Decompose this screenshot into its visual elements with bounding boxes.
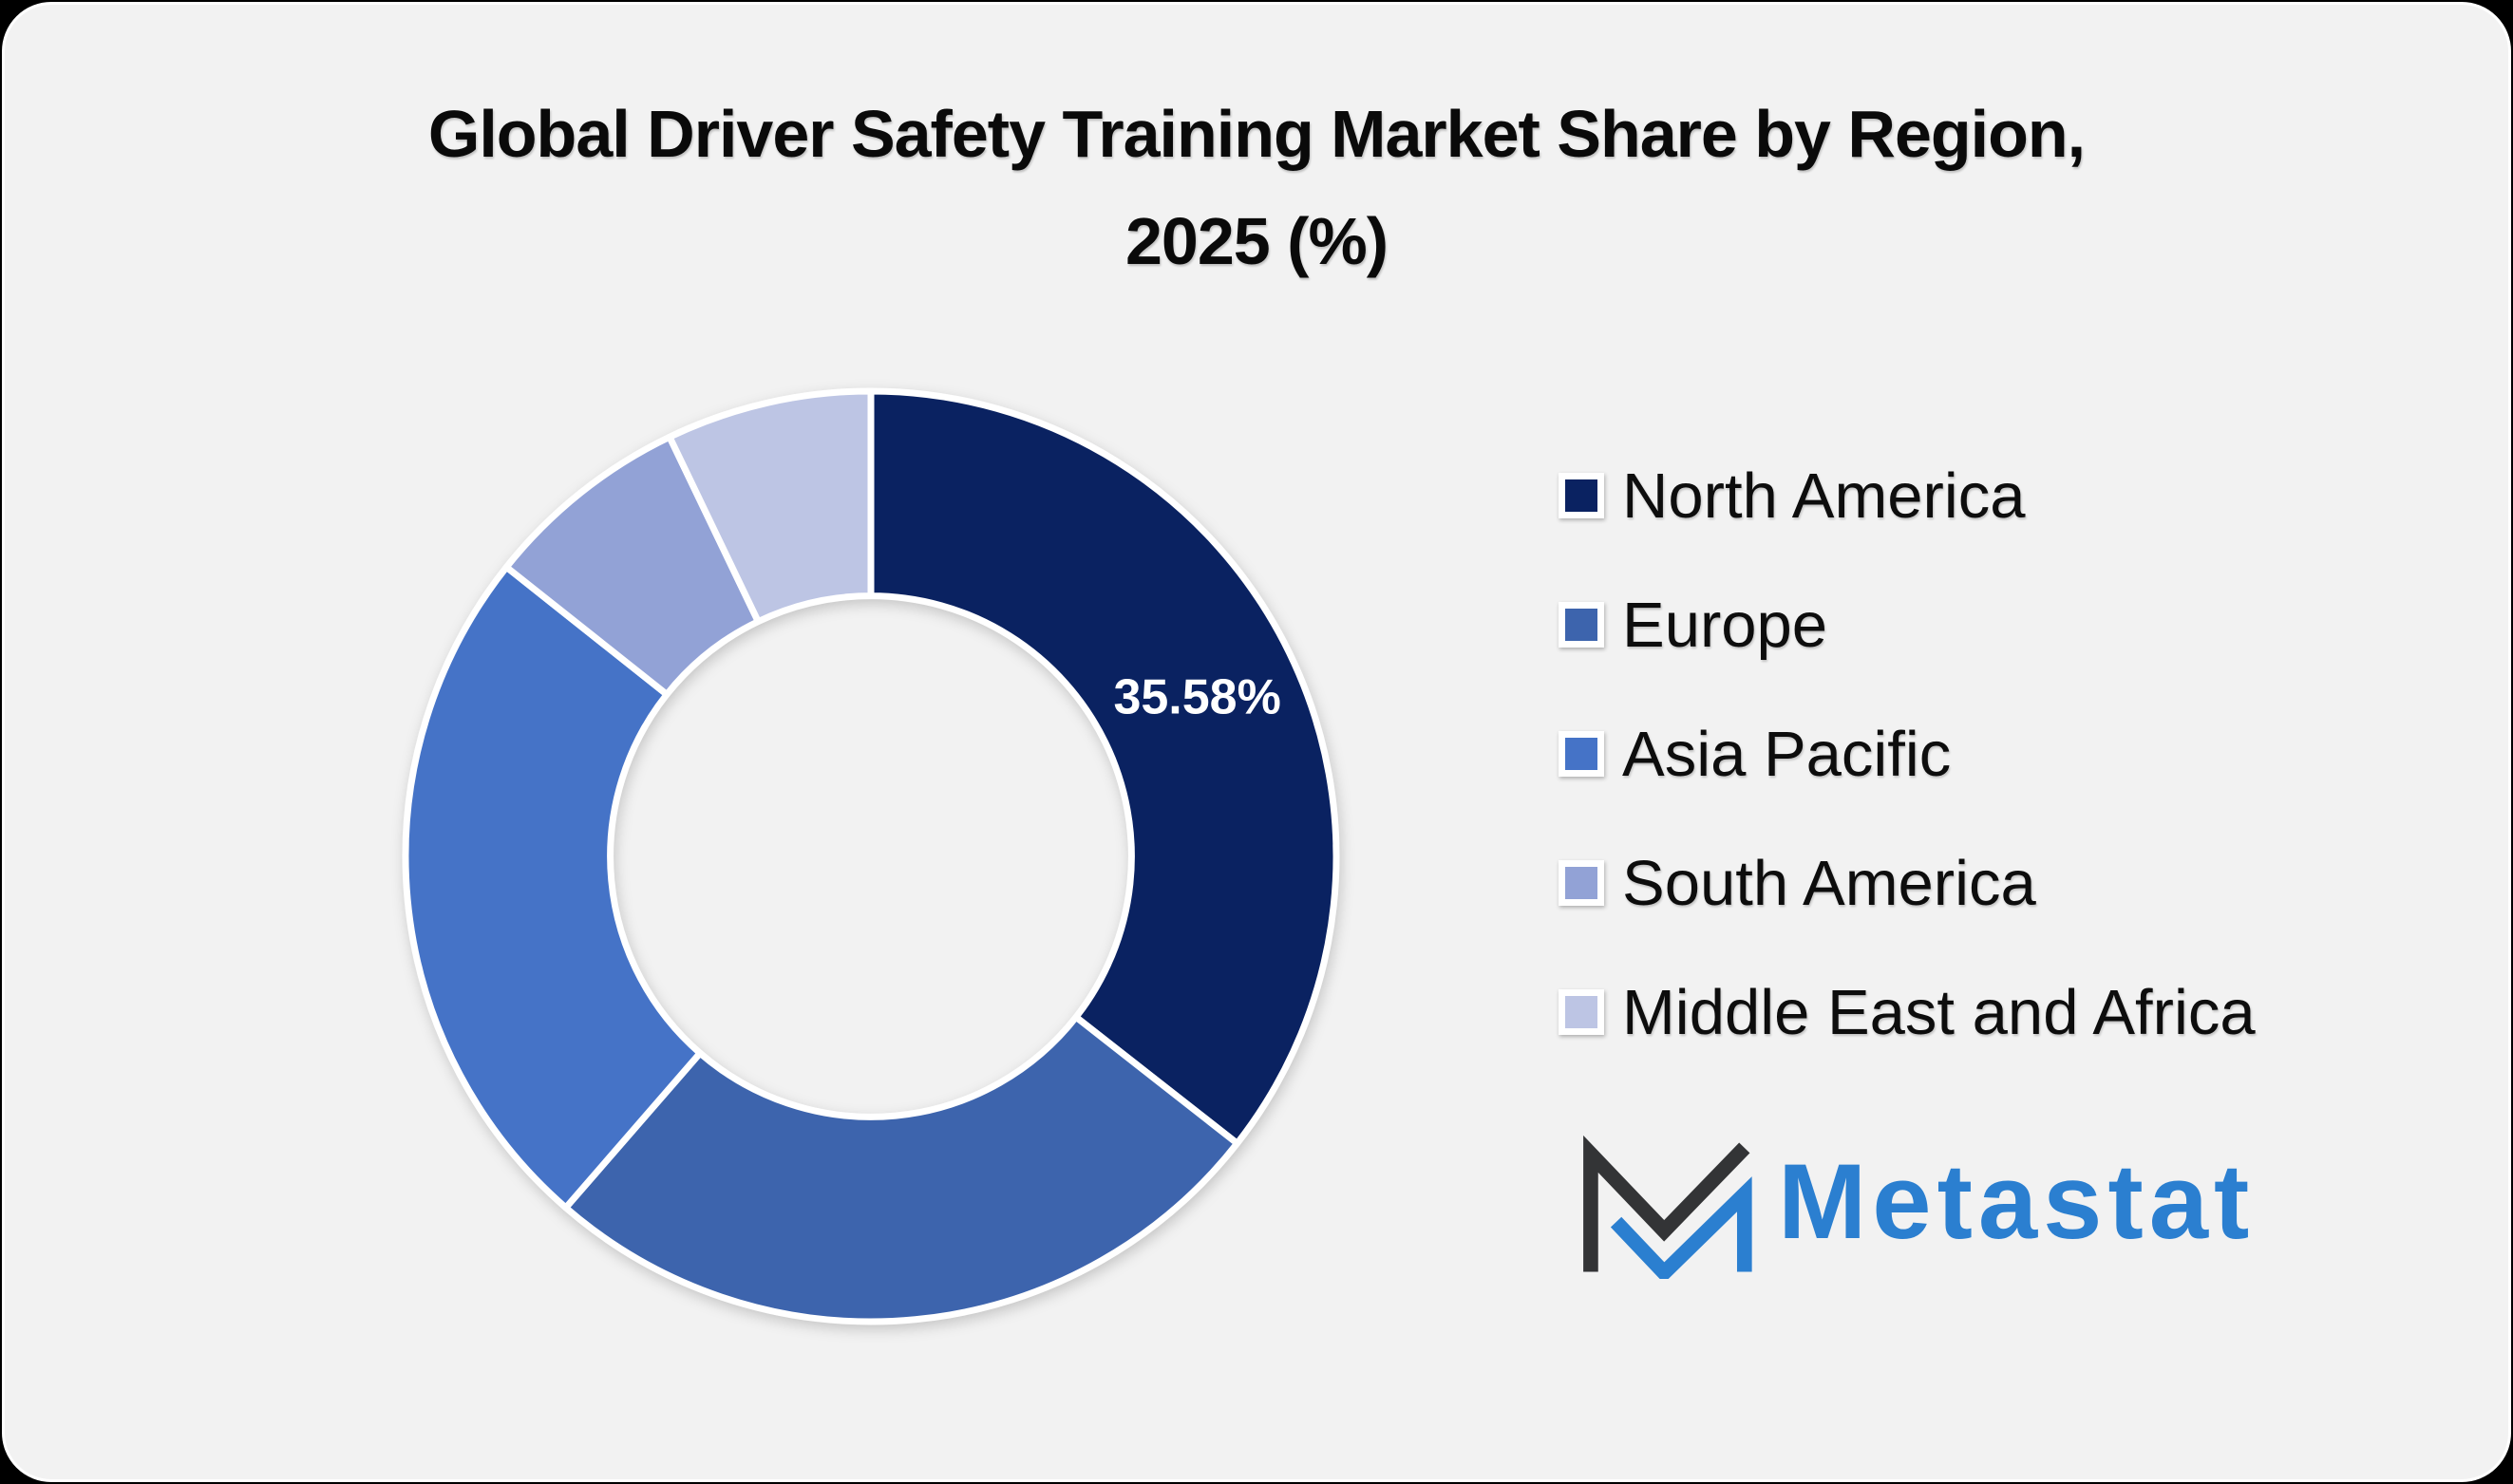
donut-slice-middle-east-and-africa bbox=[666, 387, 875, 626]
legend-marker-asia-pacific bbox=[1559, 731, 1604, 777]
legend-label-north-america: North America bbox=[1622, 460, 2026, 532]
legend-item-europe: Europe bbox=[1559, 581, 2256, 668]
donut-slice-north-america bbox=[867, 387, 1340, 1147]
legend-item-north-america: North America bbox=[1559, 452, 2256, 539]
legend-item-south-america: South America bbox=[1559, 839, 2256, 927]
logo-mark-dark-m bbox=[1583, 1135, 1750, 1272]
legend-label-middle-east-and-africa: Middle East and Africa bbox=[1622, 976, 2256, 1048]
legend-label-europe: Europe bbox=[1622, 589, 1828, 661]
legend-marker-north-america bbox=[1559, 473, 1604, 518]
legend-label-south-america: South America bbox=[1622, 847, 2036, 919]
donut-data-label-north-america: 35.58% bbox=[1113, 670, 1280, 725]
metastat-logo-mark-icon bbox=[1583, 1135, 1752, 1279]
legend-marker-middle-east-and-africa bbox=[1559, 989, 1604, 1035]
chart-title-line1: Global Driver Safety Training Market Sha… bbox=[427, 97, 2086, 171]
chart-legend: North America Europe Asia Pacific South Ame… bbox=[1559, 452, 2256, 1098]
legend-item-asia-pacific: Asia Pacific bbox=[1559, 710, 2256, 798]
chart-title: Global Driver Safety Training Market Sha… bbox=[5, 81, 2508, 296]
legend-marker-europe bbox=[1559, 602, 1604, 648]
legend-label-asia-pacific: Asia Pacific bbox=[1622, 718, 1952, 790]
legend-marker-south-america bbox=[1559, 860, 1604, 906]
donut-slice-europe bbox=[562, 1013, 1241, 1325]
donut-slice-asia-pacific bbox=[402, 563, 704, 1212]
logo-mark-blue-check bbox=[1610, 1176, 1752, 1279]
metastat-logo-text: Metastat bbox=[1778, 1142, 2256, 1261]
donut-chart: 35.58% bbox=[402, 387, 1340, 1325]
legend-item-middle-east-and-africa: Middle East and Africa bbox=[1559, 968, 2256, 1056]
metastat-logo: Metastat bbox=[1568, 1135, 2255, 1279]
chart-title-line2: 2025 (%) bbox=[1124, 204, 1389, 279]
